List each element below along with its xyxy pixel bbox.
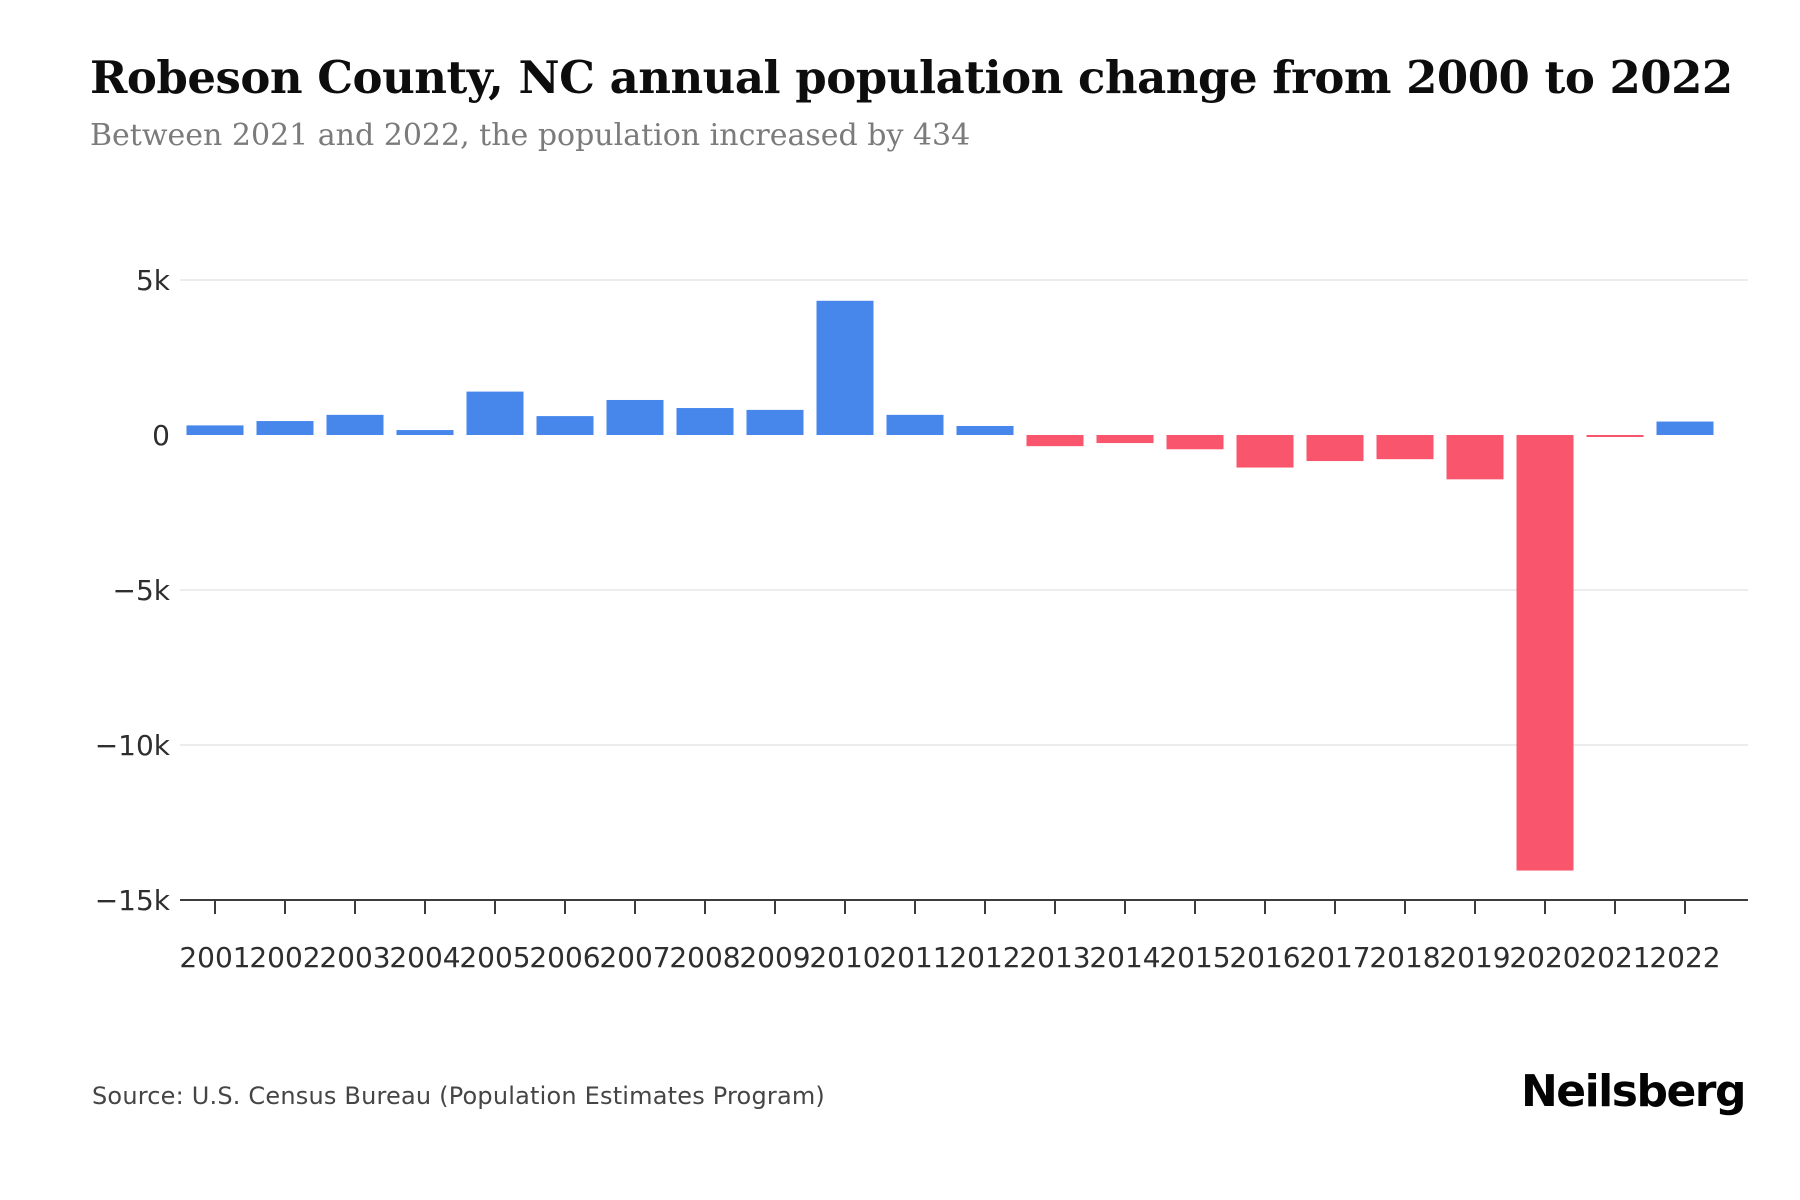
x-axis-label-2005: 2005 [459, 941, 530, 974]
y-axis-label-−15k: −15k [95, 884, 171, 917]
bar-2019[interactable]: 2019: -1430 [1446, 435, 1504, 480]
x-axis-label-2020: 2020 [1509, 941, 1580, 974]
x-axis-label-2012: 2012 [949, 941, 1020, 974]
x-axis-label-2006: 2006 [529, 941, 600, 974]
bar-2013[interactable]: 2013: -360 [1026, 435, 1084, 447]
x-axis-label-2003: 2003 [319, 941, 390, 974]
x-axis-label-2015: 2015 [1159, 941, 1230, 974]
x-axis-label-2008: 2008 [669, 941, 740, 974]
bar-2002[interactable]: 2002: 450 [256, 421, 314, 435]
bar-2009[interactable]: 2009: 810 [746, 409, 804, 435]
bar-2003[interactable]: 2003: 650 [326, 414, 384, 435]
bar-2010[interactable]: 2010: 4330 [816, 300, 874, 435]
x-axis-label-2017: 2017 [1299, 941, 1370, 974]
bar-2014[interactable]: 2014: -260 [1096, 435, 1154, 444]
y-axis-label-5k: 5k [136, 264, 171, 297]
x-axis-label-2013: 2013 [1019, 941, 1090, 974]
bar-2006[interactable]: 2006: 610 [536, 416, 594, 435]
x-axis-label-2009: 2009 [739, 941, 810, 974]
bar-2011[interactable]: 2011: 650 [886, 414, 944, 435]
bar-2007[interactable]: 2007: 1130 [606, 399, 664, 435]
y-axis-label-−5k: −5k [113, 574, 171, 607]
x-axis-label-2014: 2014 [1089, 941, 1160, 974]
chart-subtitle: Between 2021 and 2022, the population in… [90, 118, 971, 153]
x-axis-label-2010: 2010 [809, 941, 880, 974]
bar-2015[interactable]: 2015: -460 [1166, 435, 1224, 450]
source-note: Source: U.S. Census Bureau (Population E… [92, 1082, 825, 1110]
x-axis-label-2021: 2021 [1579, 941, 1650, 974]
bar-2018[interactable]: 2018: -780 [1376, 435, 1434, 460]
bar-2008[interactable]: 2008: 870 [676, 408, 734, 435]
bar-2017[interactable]: 2017: -840 [1306, 435, 1364, 462]
y-axis-label-−10k: −10k [95, 729, 171, 762]
bar-2022[interactable]: 2022: 434 [1656, 421, 1714, 435]
x-axis-label-2001: 2001 [179, 941, 250, 974]
x-axis-label-2011: 2011 [879, 941, 950, 974]
brand-logo: Neilsberg [1520, 1066, 1747, 1117]
x-axis-label-2016: 2016 [1229, 941, 1300, 974]
bar-2005[interactable]: 2005: 1400 [466, 391, 524, 435]
bar-2016[interactable]: 2016: -1050 [1236, 435, 1294, 468]
x-axis-label-2004: 2004 [389, 941, 460, 974]
x-axis-label-2007: 2007 [599, 941, 670, 974]
x-axis-label-2018: 2018 [1369, 941, 1440, 974]
x-axis-label-2019: 2019 [1439, 941, 1510, 974]
bar-2020[interactable]: 2020: -14050 [1516, 435, 1574, 871]
bar-2001[interactable]: 2001: 310 [186, 425, 244, 435]
x-axis-label-2022: 2022 [1649, 941, 1720, 974]
bar-2021[interactable]: 2021: -60 [1586, 435, 1644, 437]
chart-title: Robeson County, NC annual population cha… [90, 51, 1733, 104]
bar-2012[interactable]: 2012: 290 [956, 426, 1014, 435]
y-axis-label-0: 0 [152, 419, 170, 452]
bar-2004[interactable]: 2004: 160 [396, 430, 454, 435]
x-axis-label-2002: 2002 [249, 941, 320, 974]
